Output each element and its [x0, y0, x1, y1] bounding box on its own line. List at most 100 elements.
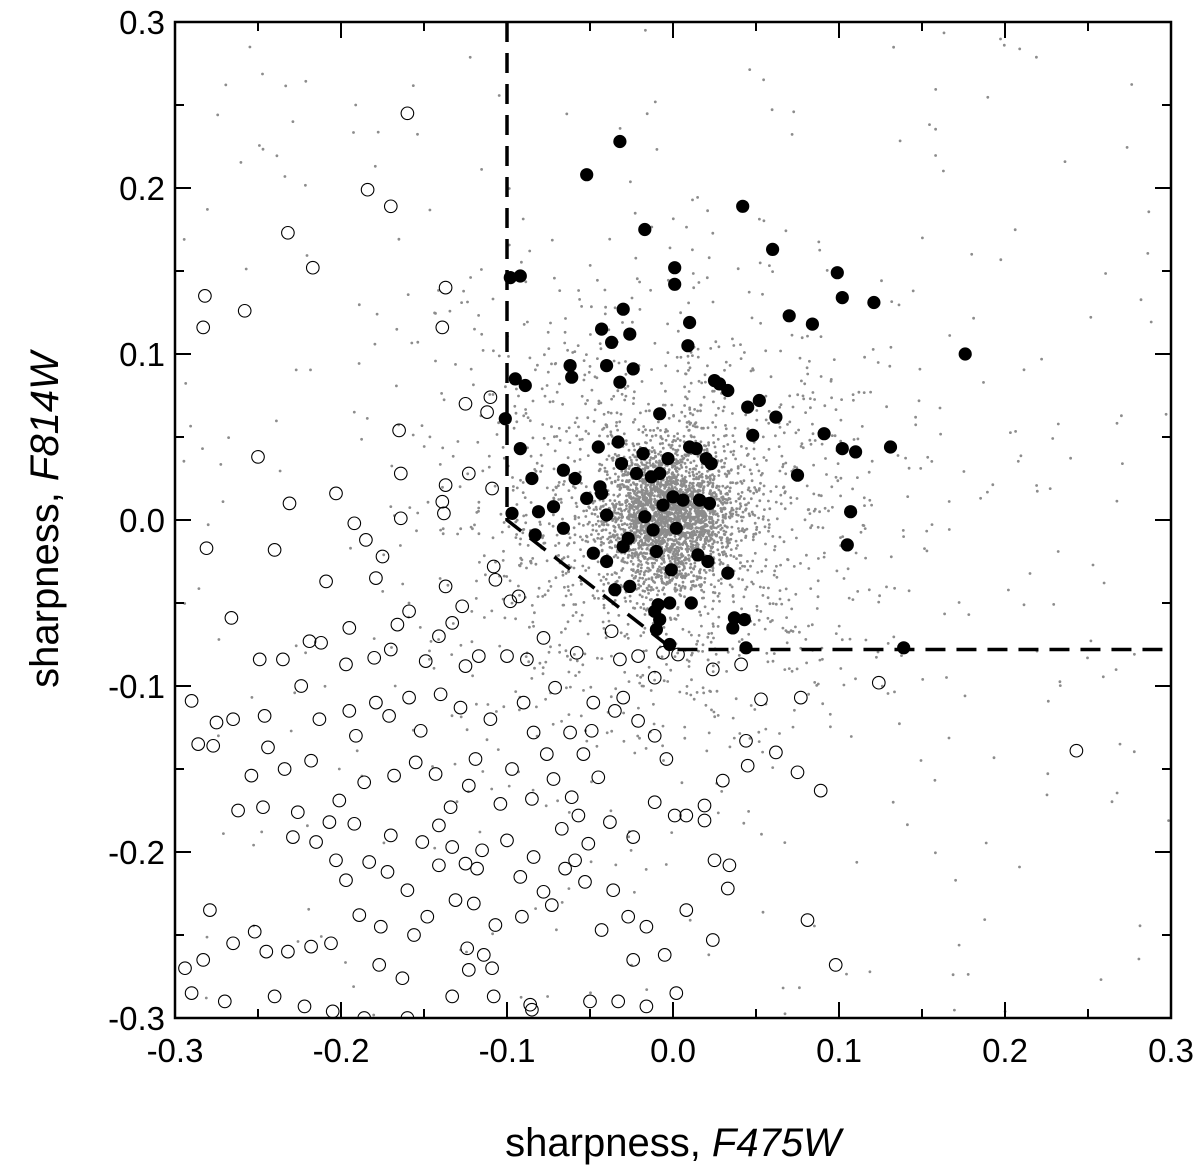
background-point	[603, 466, 607, 470]
background-point	[621, 474, 625, 477]
background-point	[747, 810, 750, 813]
background-point	[557, 541, 561, 545]
background-point	[942, 31, 946, 35]
background-point	[718, 599, 721, 603]
background-point	[613, 508, 616, 512]
background-point	[645, 988, 649, 991]
background-point	[543, 593, 547, 597]
background-point	[704, 474, 708, 478]
background-point	[621, 321, 624, 324]
filled-circle-point	[498, 412, 512, 426]
background-point	[189, 424, 193, 428]
background-point	[182, 238, 186, 241]
background-point	[472, 383, 475, 387]
background-point	[934, 88, 938, 91]
background-point	[495, 433, 499, 436]
background-point	[706, 612, 710, 615]
filled-circle-point	[563, 359, 577, 373]
background-point	[868, 498, 872, 502]
background-point	[584, 515, 588, 518]
background-point	[651, 446, 654, 449]
background-point	[719, 509, 723, 513]
background-point	[934, 127, 937, 131]
background-point	[559, 497, 563, 501]
background-point	[701, 643, 705, 647]
open-circle-point	[564, 790, 579, 805]
background-point	[586, 632, 590, 636]
background-point	[714, 521, 718, 525]
background-point	[804, 411, 807, 414]
background-point	[800, 336, 804, 340]
background-point	[634, 513, 638, 516]
background-point	[619, 507, 622, 511]
background-point	[484, 573, 487, 577]
background-point	[681, 562, 685, 565]
background-point	[752, 457, 756, 460]
background-point	[963, 694, 967, 698]
filled-circle-point	[737, 613, 752, 627]
filled-circle-point	[752, 393, 766, 408]
background-point	[1089, 315, 1093, 319]
background-point	[687, 471, 691, 475]
background-point	[711, 485, 715, 489]
background-point	[702, 395, 706, 399]
background-point	[668, 616, 672, 620]
background-point	[713, 445, 717, 449]
background-point	[495, 710, 498, 713]
background-point	[813, 398, 816, 401]
background-point	[239, 161, 243, 164]
background-point	[725, 473, 729, 477]
open-circle-point	[342, 704, 357, 718]
background-point	[868, 970, 872, 974]
background-point	[395, 384, 398, 388]
open-circle-point	[297, 999, 312, 1014]
background-point	[637, 579, 640, 583]
background-point	[626, 556, 630, 559]
background-point	[827, 509, 830, 513]
background-point	[896, 454, 900, 457]
background-point	[647, 665, 651, 669]
open-circle-point	[563, 725, 577, 740]
background-point	[614, 687, 618, 691]
background-point	[565, 686, 568, 690]
background-point	[805, 661, 808, 665]
background-point	[770, 108, 774, 112]
background-point	[695, 691, 699, 694]
background-point	[642, 580, 646, 584]
background-point	[642, 573, 646, 577]
background-point	[839, 667, 843, 670]
background-point	[658, 522, 662, 525]
background-point	[456, 532, 459, 536]
open-circle-point	[584, 723, 599, 738]
background-point	[626, 488, 630, 491]
x-tick-label: 0.1	[816, 1032, 862, 1069]
background-point	[711, 569, 715, 573]
background-point	[615, 424, 618, 428]
background-point	[646, 483, 650, 487]
background-point	[667, 470, 670, 474]
background-point	[628, 456, 632, 459]
background-point	[529, 454, 533, 458]
background-point	[788, 394, 792, 398]
background-point	[766, 660, 770, 664]
open-circle-point	[458, 856, 473, 871]
open-circle-point	[433, 687, 448, 702]
background-point	[817, 557, 820, 560]
background-point	[725, 540, 729, 543]
background-point	[1139, 298, 1143, 302]
background-point	[712, 434, 715, 437]
filled-circle-point	[701, 554, 715, 569]
background-point	[610, 546, 614, 550]
filled-circle-point	[595, 486, 609, 500]
background-point	[554, 576, 558, 580]
background-point	[757, 730, 761, 734]
background-point	[498, 644, 502, 648]
open-circle-point	[198, 289, 212, 303]
background-point	[869, 390, 872, 394]
background-point	[725, 554, 728, 558]
open-circle-point	[616, 690, 631, 705]
background-point	[631, 515, 634, 519]
open-circle-point	[647, 795, 662, 810]
background-point	[862, 524, 866, 527]
background-point	[382, 841, 386, 845]
